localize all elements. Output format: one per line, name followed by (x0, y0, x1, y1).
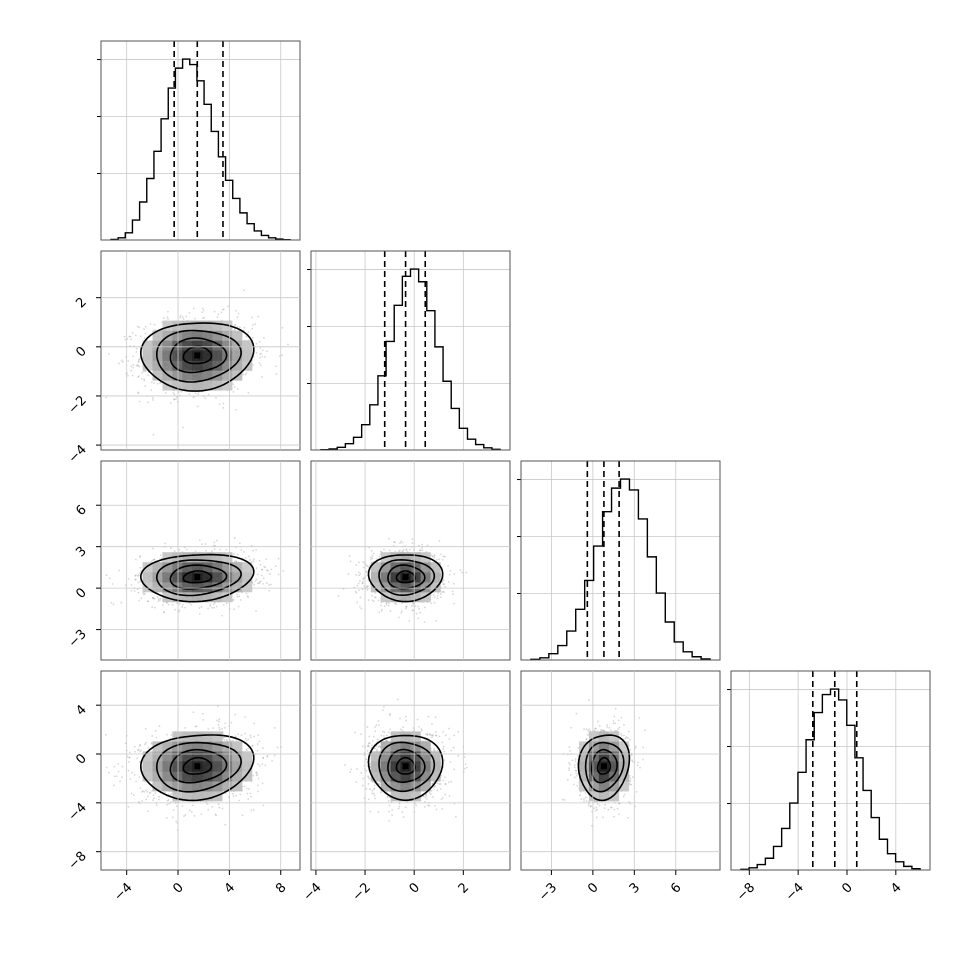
contour-level-3 (182, 756, 213, 775)
scatter-p0-p3 (100, 670, 301, 871)
density-peak (402, 574, 409, 581)
contour-level-0 (139, 322, 255, 392)
x-tick-label-p0: 8 (273, 880, 289, 896)
panel-frame (520, 670, 721, 871)
density-peak (194, 763, 201, 770)
contour-level-0 (577, 734, 631, 802)
x-tick-label-p1: 0 (407, 880, 423, 896)
scatter-p0-p1 (100, 250, 301, 451)
contour-level-3 (395, 570, 416, 584)
density-peak (194, 352, 201, 359)
panel-frame (310, 460, 511, 661)
x-tick-label-p2: −3 (536, 880, 560, 904)
scatter-p2-p3 (520, 670, 721, 871)
y-tick-label-p2: −3 (66, 627, 90, 651)
panel-frame (520, 460, 721, 661)
histogram-p3 (727, 670, 931, 871)
contour-level-0 (139, 734, 255, 802)
x-tick-label-p1: −4 (301, 880, 325, 904)
contour-level-0 (139, 553, 255, 603)
x-tick-label-p1: −2 (350, 880, 374, 904)
panel-frame (100, 40, 301, 241)
x-tick-label-p2: 6 (668, 880, 684, 896)
x-tick-label-p2: 0 (585, 880, 601, 896)
x-tick-label-p3: −4 (783, 880, 807, 904)
density-peak (402, 763, 409, 770)
x-tick-label-p3: 4 (888, 880, 904, 896)
y-tick-label-p2: 6 (73, 502, 89, 518)
contour-level-0 (367, 734, 444, 802)
x-tick-label-p3: −8 (734, 880, 758, 904)
grid-p0-p1 (101, 251, 300, 450)
contour-level-1 (155, 329, 242, 383)
y-tick-label-p1: 2 (73, 295, 89, 311)
contour-level-1 (155, 559, 242, 597)
scatter-p1-p3 (310, 670, 511, 871)
y-tick-label-p2: 0 (73, 585, 89, 601)
grid-p2-p3 (521, 671, 720, 870)
y-tick-label-p1: 0 (73, 344, 89, 360)
y-tick-label-p3: 4 (73, 702, 89, 718)
contour-level-2 (591, 748, 618, 784)
contour-level-1 (378, 558, 436, 596)
histogram-step-p2 (530, 478, 711, 660)
contour-level-2 (169, 564, 228, 590)
panel-frame (730, 670, 931, 871)
density-peak (194, 574, 201, 581)
contour-level-3 (182, 570, 213, 584)
x-tick-label-p1: 2 (456, 880, 472, 896)
scatter-p1-p2 (310, 460, 511, 661)
density-peak (600, 763, 607, 770)
y-tick-label-p3: 0 (73, 751, 89, 767)
histogram-p2 (517, 460, 721, 661)
panel-frame (310, 670, 511, 871)
histogram-p1 (307, 250, 511, 451)
contour-level-2 (169, 748, 228, 784)
contour-level-3 (395, 756, 416, 775)
x-tick-label-p2: 3 (627, 880, 643, 896)
grid-p1-p2 (311, 461, 510, 660)
y-tick-label-p2: 3 (73, 544, 89, 560)
contour-level-3 (596, 756, 612, 775)
grid-p0-p2 (101, 461, 300, 660)
y-tick-label-p3: −4 (66, 800, 90, 824)
histogram-p0 (97, 40, 301, 241)
panel-frame (310, 250, 511, 451)
panel-frame (100, 670, 301, 871)
grid-p0-p3 (101, 671, 300, 870)
x-tick-label-p0: 4 (222, 880, 238, 896)
contour-level-0 (367, 554, 444, 603)
contour-level-1 (155, 741, 242, 793)
x-tick-label-p0: −4 (111, 880, 135, 904)
contour-level-1 (584, 741, 625, 793)
histogram-step-p1 (320, 268, 501, 451)
histogram-step-p3 (740, 688, 921, 870)
contour-level-3 (182, 345, 213, 365)
panel-frame (100, 460, 301, 661)
contour-level-2 (169, 337, 228, 374)
density-cells (370, 731, 441, 802)
scatter-p0-p2 (100, 460, 301, 661)
y-tick-label-p3: −8 (66, 849, 90, 873)
panel-frame (100, 250, 301, 451)
contour-level-1 (378, 741, 436, 793)
y-tick-label-p1: −2 (66, 393, 90, 417)
x-tick-label-p0: 0 (170, 880, 186, 896)
histogram-step-p0 (110, 58, 291, 241)
y-tick-label-p1: −4 (66, 442, 90, 466)
x-tick-label-p3: 0 (839, 880, 855, 896)
grid-p1-p3 (311, 671, 510, 870)
